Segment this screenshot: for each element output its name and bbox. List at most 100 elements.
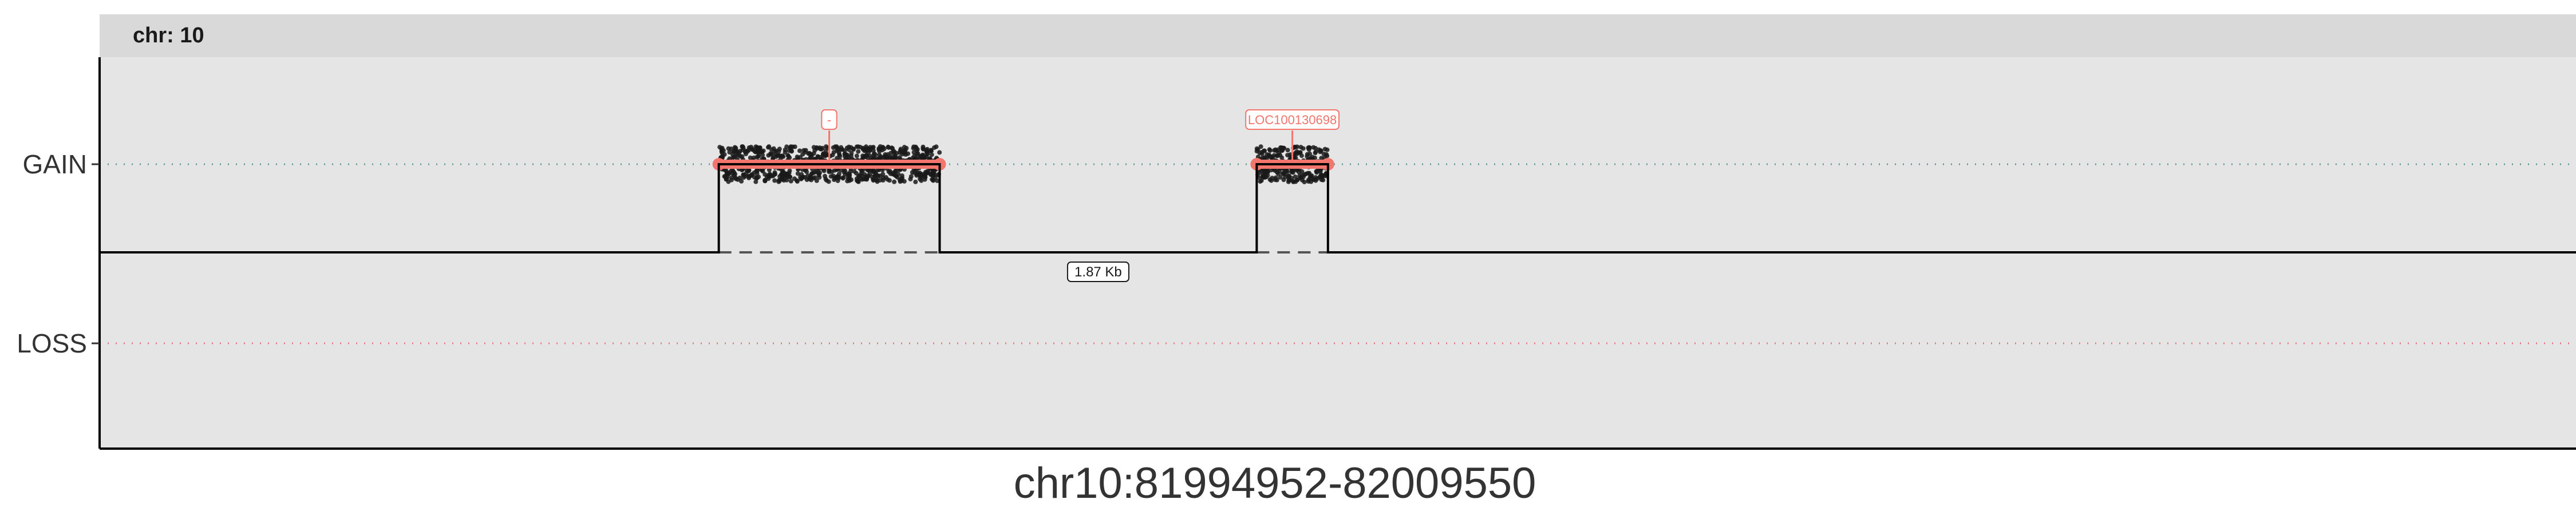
probe-point <box>811 176 816 181</box>
probe-point <box>888 150 893 156</box>
probe-point <box>864 153 870 158</box>
probe-point <box>732 145 737 150</box>
probe-point <box>929 152 934 157</box>
y-tick-label-gain: GAIN <box>23 149 87 179</box>
probe-point <box>1306 179 1311 184</box>
probe-point <box>1305 152 1310 157</box>
probe-point <box>1273 177 1278 183</box>
probe-point <box>908 177 913 181</box>
probe-point <box>1267 177 1273 182</box>
probe-point <box>789 149 794 154</box>
probe-point <box>871 169 876 174</box>
probe-point <box>1278 152 1282 157</box>
probe-point <box>780 169 785 174</box>
probe-point <box>922 154 927 160</box>
probe-point <box>1310 154 1315 160</box>
probe-point <box>906 151 911 156</box>
probe-point <box>833 176 838 181</box>
probe-point <box>900 152 905 157</box>
probe-point <box>910 170 915 175</box>
gene-label: - <box>827 113 831 127</box>
probe-point <box>1270 154 1275 159</box>
probe-point <box>880 178 886 183</box>
probe-point <box>797 148 802 153</box>
probe-point <box>826 179 831 184</box>
probe-point <box>1299 175 1303 180</box>
probe-point <box>1311 145 1316 150</box>
probe-point <box>739 179 744 184</box>
gap-size-label: 1.87 Kb <box>1074 264 1122 280</box>
probe-point <box>915 151 920 156</box>
probe-point <box>836 176 841 181</box>
probe-point <box>733 176 738 181</box>
probe-point <box>808 154 813 159</box>
probe-point <box>864 148 868 153</box>
probe-point <box>896 172 901 177</box>
probe-point <box>1278 145 1283 150</box>
probe-point <box>859 177 864 182</box>
probe-point <box>1260 155 1265 160</box>
probe-point <box>749 172 754 177</box>
probe-point <box>770 152 775 157</box>
probe-point <box>899 178 904 183</box>
probe-point <box>847 172 852 177</box>
probe-point <box>717 145 722 150</box>
probe-point <box>814 178 819 183</box>
facet-strip <box>100 14 2576 57</box>
probe-point <box>914 145 919 150</box>
probe-point <box>729 177 734 183</box>
x-axis-title: chr10:81994952-82009550 <box>1014 459 1536 508</box>
probe-point <box>720 150 725 155</box>
probe-point <box>784 177 789 183</box>
probe-point <box>923 172 928 177</box>
probe-point <box>1319 177 1324 182</box>
probe-point <box>886 144 891 149</box>
probe-point <box>920 146 926 152</box>
probe-point <box>732 154 737 160</box>
probe-point <box>788 179 793 184</box>
probe-point <box>854 153 859 159</box>
probe-point <box>741 175 746 180</box>
probe-point <box>802 175 807 180</box>
probe-point <box>777 146 782 152</box>
probe-point <box>833 144 838 149</box>
probe-point <box>1267 147 1272 152</box>
probe-point <box>1261 175 1266 180</box>
probe-point <box>818 146 823 152</box>
probe-point <box>1295 144 1299 149</box>
probe-point <box>851 146 856 152</box>
probe-point <box>918 174 923 179</box>
probe-point <box>860 168 865 173</box>
y-tick-label-loss: LOSS <box>17 328 87 358</box>
probe-point <box>823 149 828 153</box>
probe-point <box>878 173 883 179</box>
probe-point <box>772 178 777 183</box>
probe-point <box>1313 149 1318 154</box>
probe-point <box>760 152 765 157</box>
probe-point <box>757 148 762 153</box>
probe-point <box>1258 144 1263 149</box>
probe-point <box>839 168 844 173</box>
gene-label: LOC100130698 <box>1248 113 1337 127</box>
probe-point <box>781 154 786 159</box>
probe-point <box>892 172 897 177</box>
probe-point <box>914 172 919 177</box>
probe-point <box>856 149 861 154</box>
probe-point <box>798 154 803 160</box>
probe-point <box>1287 173 1291 179</box>
probe-point <box>1285 148 1290 153</box>
probe-point <box>860 145 866 150</box>
probe-point <box>1285 153 1290 158</box>
probe-point <box>1319 156 1324 161</box>
probe-point <box>776 178 781 183</box>
probe-point <box>1265 152 1270 157</box>
probe-point <box>1278 175 1283 180</box>
gap-size-box <box>1066 262 1129 282</box>
probe-point <box>929 148 934 153</box>
gene-label-box <box>821 109 837 130</box>
copy-number-step-line <box>100 163 2576 253</box>
probe-point <box>1301 146 1306 151</box>
probe-point <box>803 168 808 173</box>
probe-point <box>808 176 812 181</box>
